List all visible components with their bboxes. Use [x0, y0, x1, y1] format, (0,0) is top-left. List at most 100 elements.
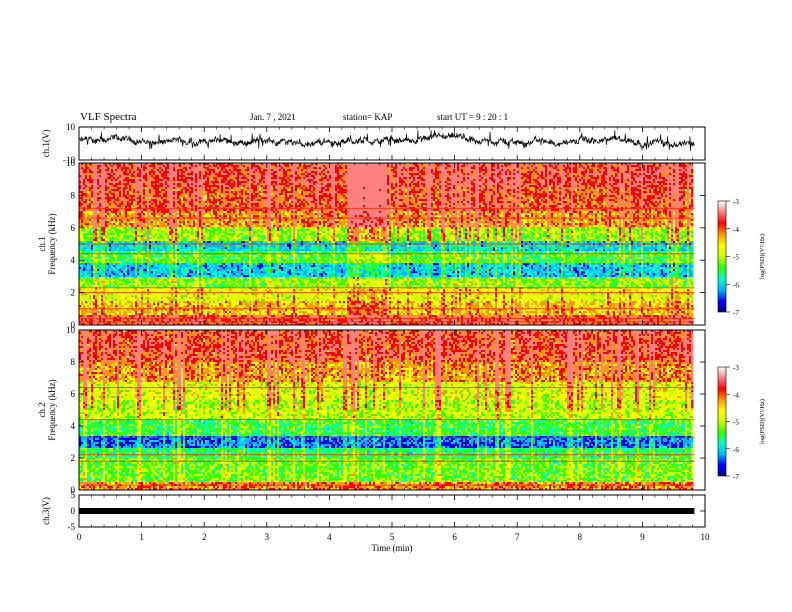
spectro-cell [203, 169, 205, 171]
spectro-cell [485, 175, 487, 177]
spectro-cell [351, 183, 353, 185]
spectro-cell [509, 175, 511, 177]
spectro-cell [299, 177, 301, 179]
spectro-cell [471, 179, 473, 181]
spectro-cell [157, 177, 159, 179]
spectro-cell [451, 171, 453, 173]
spectro-cell [623, 183, 625, 185]
spectro-cell [383, 165, 385, 167]
spectro-cell [93, 169, 95, 171]
spectro-cell [157, 169, 159, 171]
spectro-cell [185, 171, 187, 173]
spectro-cell [211, 173, 213, 175]
spectro-cell [649, 179, 651, 181]
spectro-cell [393, 181, 395, 183]
spectro-cell [627, 181, 629, 183]
spectro-cell [123, 177, 125, 179]
spectro-cell [635, 181, 637, 183]
spectro-cell [573, 183, 575, 185]
spectro-cell [129, 179, 131, 181]
spectro-cell [391, 173, 393, 175]
spectro-cell [133, 181, 135, 183]
spectro-cell [257, 181, 259, 183]
spectro-cell [519, 183, 521, 185]
spectro-cell [415, 177, 417, 179]
spectro-cell [359, 185, 361, 187]
spectro-cell [131, 173, 133, 175]
spectro-cell [663, 181, 665, 183]
spectro-cell [175, 165, 177, 167]
spectro-cell [349, 181, 351, 183]
spectro-cell [181, 177, 183, 179]
spectro-cell [511, 181, 513, 183]
spectro-cell [477, 181, 479, 183]
spectro-cell [349, 171, 351, 173]
spectro-cell [107, 179, 109, 181]
spectro-cell [255, 179, 257, 181]
spectro-cell [671, 175, 673, 177]
spectro-cell [467, 181, 469, 183]
spectro-cell [153, 173, 155, 175]
spectro-cell [227, 171, 229, 173]
spectro-cell [163, 185, 165, 187]
spectro-cell [227, 175, 229, 177]
spectro-cell [141, 173, 143, 175]
spectro-cell [277, 183, 279, 185]
spectro-cell [511, 177, 513, 179]
spectro-cell [279, 185, 281, 187]
spectro-cell [113, 169, 115, 171]
spectro-cell [553, 175, 555, 177]
spectro-cell [287, 187, 289, 189]
spectro-cell [539, 183, 541, 185]
spectro-cell [513, 175, 515, 177]
spectro-cell [131, 179, 133, 181]
spectro-cell [579, 175, 581, 177]
spectro-cell [487, 165, 489, 167]
spectro-cell [417, 175, 419, 177]
spectro-cell [365, 179, 367, 181]
spectro-cell [495, 183, 497, 185]
spectro-cell [539, 185, 541, 187]
spectro-cell [175, 185, 177, 187]
spectro-cell [117, 187, 119, 189]
spectro-cell [635, 173, 637, 175]
spectro-cell [155, 175, 157, 177]
spectro-cell [349, 183, 351, 185]
spectro-cell [433, 175, 435, 177]
spectro-cell [535, 165, 537, 167]
spectro-cell [549, 171, 551, 173]
spectro-cell [409, 181, 411, 183]
spectro-cell [123, 185, 125, 187]
spectro-cell [655, 169, 657, 171]
spectro-cell [123, 179, 125, 181]
spectro-cell [205, 165, 207, 167]
spectro-cell [633, 167, 635, 169]
spectro-cell [169, 187, 171, 189]
spectro-cell [107, 167, 109, 169]
spectro-cell [513, 165, 515, 167]
spectro-cell [347, 171, 349, 173]
spectro-cell [383, 187, 385, 189]
spectro-cell [571, 183, 573, 185]
spectro-cell [667, 185, 669, 187]
spectro-cell [373, 167, 375, 169]
spectro-cell [323, 177, 325, 179]
spectro-cell [647, 173, 649, 175]
spectro-cell [259, 173, 261, 175]
spectro-cell [521, 185, 523, 187]
spectro-cell [213, 165, 215, 167]
spectro-cell [525, 185, 527, 187]
spectro-cell [345, 183, 347, 185]
spectro-cell [491, 173, 493, 175]
spectro-cell [639, 177, 641, 179]
spectro-cell [587, 169, 589, 171]
spectro-cell [325, 185, 327, 187]
spectro-cell [605, 167, 607, 169]
spectro-cell [365, 169, 367, 171]
spectro-cell [157, 183, 159, 185]
spectro-cell [399, 171, 401, 173]
spectro-cell [439, 181, 441, 183]
spectro-cell [565, 175, 567, 177]
spectro-cell [533, 171, 535, 173]
